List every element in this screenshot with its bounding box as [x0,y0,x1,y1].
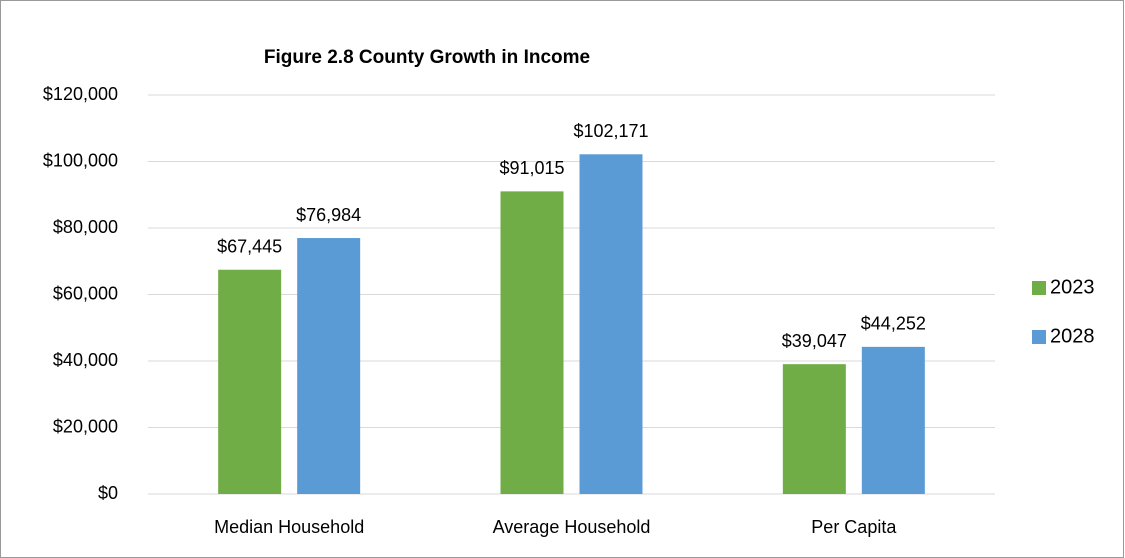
value-label: $67,445 [217,236,282,256]
bar [297,238,361,494]
y-tick-label: $0 [98,483,118,503]
value-label: $39,047 [782,331,847,351]
legend-label: 2028 [1050,325,1095,347]
bar [500,191,564,494]
y-tick-label: $80,000 [53,217,118,237]
bar [218,269,282,494]
y-tick-label: $120,000 [43,84,118,104]
chart-title: Figure 2.8 County Growth in Income [264,47,590,68]
x-tick-label: Median Household [214,517,364,537]
value-label: $91,015 [499,158,564,178]
value-label: $102,171 [573,121,648,141]
y-tick-label: $60,000 [53,283,118,303]
value-label: $76,984 [296,205,361,225]
legend-swatch [1032,281,1046,295]
y-tick-label: $100,000 [43,150,118,170]
bar [861,346,925,494]
legend-swatch [1032,330,1046,344]
x-tick-label: Average Household [493,517,651,537]
bar [579,154,643,494]
x-tick-label: Per Capita [811,517,897,537]
value-label: $44,252 [861,314,926,334]
y-tick-label: $40,000 [53,350,118,370]
y-tick-label: $20,000 [53,416,118,436]
legend-label: 2023 [1050,276,1095,298]
bar [782,364,846,494]
